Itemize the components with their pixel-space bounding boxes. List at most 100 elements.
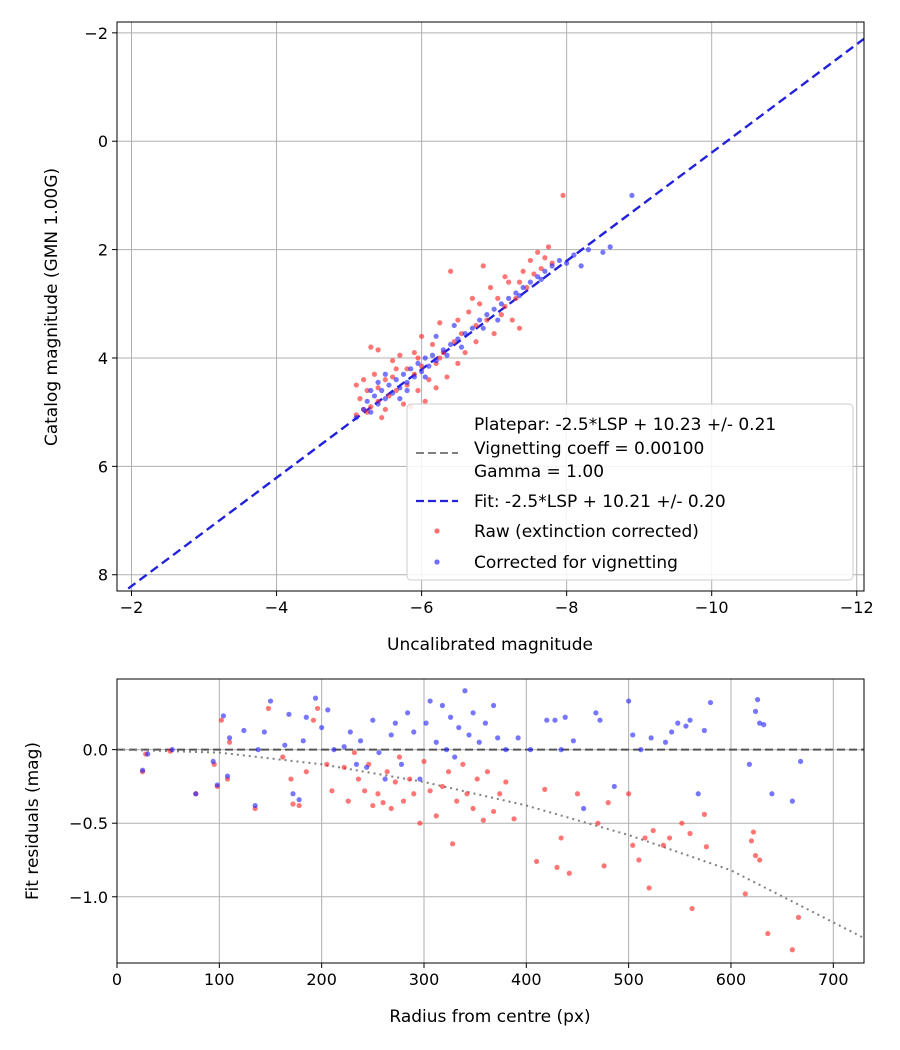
raw-point xyxy=(520,268,526,274)
residual-corrected-point xyxy=(439,702,446,709)
residual-corrected-point xyxy=(515,735,521,741)
raw-point xyxy=(415,387,421,394)
raw-point xyxy=(487,284,494,291)
raw-point xyxy=(415,355,421,361)
corrected-point xyxy=(469,325,475,331)
bottom-x-tick-label: 200 xyxy=(306,970,337,989)
residual-raw-point xyxy=(345,798,351,804)
raw-point xyxy=(411,349,417,356)
raw-point xyxy=(509,317,515,323)
residual-corrected-point xyxy=(423,720,429,726)
raw-point xyxy=(538,265,544,272)
raw-point xyxy=(437,355,443,361)
corrected-point xyxy=(538,276,544,283)
corrected-point xyxy=(422,355,428,361)
residual-raw-point xyxy=(362,788,368,794)
residual-raw-point xyxy=(605,800,611,806)
residual-corrected-point xyxy=(648,735,654,741)
residual-corrected-point xyxy=(388,732,394,738)
residual-corrected-point xyxy=(470,710,476,716)
residual-corrected-point xyxy=(687,717,693,723)
raw-point xyxy=(506,279,512,285)
top-y-tick-label: −2 xyxy=(84,24,108,43)
residual-corrected-point xyxy=(411,729,417,735)
top-y-axis-label: Catalog magnitude (GMN 1.00G) xyxy=(42,168,62,446)
corrected-point xyxy=(375,379,381,385)
raw-point xyxy=(495,295,501,301)
residual-raw-point xyxy=(703,844,710,850)
corrected-point xyxy=(448,341,454,348)
bottom-x-tick-label: 600 xyxy=(716,970,747,989)
residual-raw-point xyxy=(752,852,759,859)
raw-point xyxy=(477,301,483,307)
top-x-tick-label: −4 xyxy=(265,598,289,617)
residual-corrected-point xyxy=(312,695,319,701)
raw-point xyxy=(502,303,508,310)
residual-corrected-point xyxy=(398,761,405,767)
residual-corrected-point xyxy=(427,698,433,704)
residual-corrected-point xyxy=(296,797,302,803)
residual-corrected-point xyxy=(746,761,752,767)
residual-corrected-point xyxy=(220,713,227,719)
residual-corrected-point xyxy=(503,747,509,753)
raw-point xyxy=(382,377,388,383)
raw-point xyxy=(429,341,436,348)
top-x-tick-label: −12 xyxy=(840,598,874,617)
residual-corrected-point xyxy=(581,805,587,812)
residual-corrected-point xyxy=(347,729,353,735)
corrected-point xyxy=(520,284,526,291)
corrected-point xyxy=(556,257,562,264)
residual-raw-point xyxy=(650,827,656,834)
raw-point xyxy=(466,309,472,315)
residual-raw-point xyxy=(226,739,233,745)
residual-raw-point xyxy=(742,891,748,897)
raw-point xyxy=(473,339,479,345)
corrected-point xyxy=(600,249,606,255)
residual-raw-point xyxy=(636,857,642,863)
raw-point xyxy=(422,398,428,404)
residual-raw-point xyxy=(280,754,286,760)
residual-corrected-point xyxy=(570,738,576,744)
residual-raw-point xyxy=(288,776,294,782)
residual-raw-point xyxy=(765,930,771,937)
top-y-tick-label: 6 xyxy=(98,457,108,476)
corrected-point xyxy=(404,379,410,385)
residual-raw-point xyxy=(474,776,480,782)
raw-point xyxy=(502,274,508,280)
raw-point xyxy=(451,339,457,345)
residual-corrected-point xyxy=(325,707,331,713)
residual-corrected-point xyxy=(303,714,309,720)
vignetting-model-curve xyxy=(117,748,864,939)
residual-raw-point xyxy=(503,779,509,785)
residual-corrected-point xyxy=(282,742,288,748)
residual-corrected-point xyxy=(662,739,669,745)
raw-point xyxy=(545,244,552,250)
residual-raw-point xyxy=(626,791,632,797)
bottom-y-tick-label: −0.5 xyxy=(69,814,108,833)
residual-corrected-point xyxy=(626,698,632,704)
residual-corrected-point xyxy=(675,720,681,726)
residual-corrected-point xyxy=(290,791,296,797)
residual-corrected-point xyxy=(370,717,376,723)
bottom-x-tick-label: 0 xyxy=(112,970,122,989)
raw-point xyxy=(364,387,370,394)
residual-raw-point xyxy=(341,764,347,770)
residual-raw-point xyxy=(265,705,272,712)
raw-point xyxy=(353,382,359,388)
residual-corrected-point xyxy=(593,710,599,716)
corrected-point xyxy=(527,279,533,285)
corrected-point xyxy=(375,401,381,407)
residual-raw-point xyxy=(757,857,763,863)
bottom-x-tick-label: 700 xyxy=(818,970,849,989)
corrected-point xyxy=(491,306,497,312)
corrected-point xyxy=(495,317,501,323)
corrected-point xyxy=(462,330,468,337)
top-grid xyxy=(117,22,864,591)
residual-corrected-point xyxy=(193,791,199,797)
residual-corrected-point xyxy=(611,783,617,790)
residual-corrected-point xyxy=(169,747,175,753)
residual-corrected-point xyxy=(707,699,714,706)
bottom-y-tick-label: 0.0 xyxy=(83,741,108,760)
corrected-point xyxy=(426,363,432,369)
